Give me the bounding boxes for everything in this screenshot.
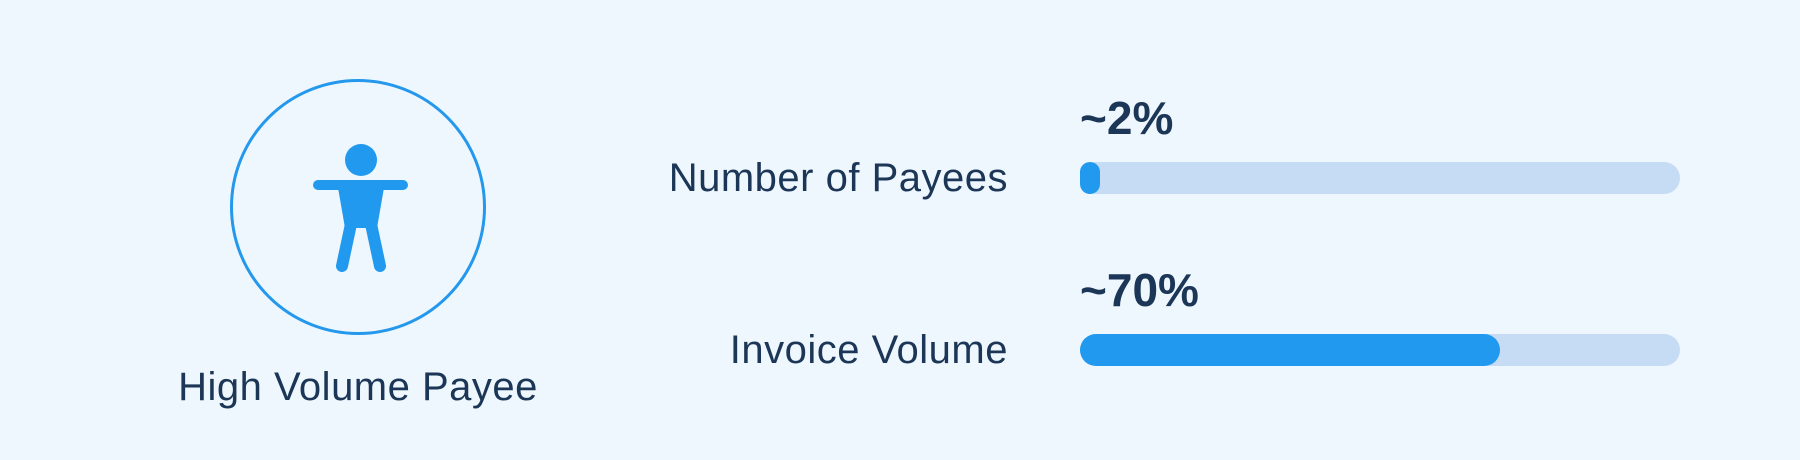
invoice-label: Invoice Volume — [729, 328, 1008, 372]
person-icon — [313, 144, 408, 272]
payees-bar-track — [1080, 162, 1680, 194]
invoice-bar-track — [1080, 334, 1680, 366]
payees-percent: ~2% — [1080, 92, 1174, 144]
invoice-percent: ~70% — [1080, 264, 1199, 316]
profile-avatar — [230, 79, 486, 335]
invoice-bar-fill — [1080, 334, 1500, 366]
payees-label: Number of Payees — [668, 156, 1008, 200]
payees-bar-fill — [1080, 162, 1100, 194]
profile-label: High Volume Payee — [178, 365, 538, 409]
